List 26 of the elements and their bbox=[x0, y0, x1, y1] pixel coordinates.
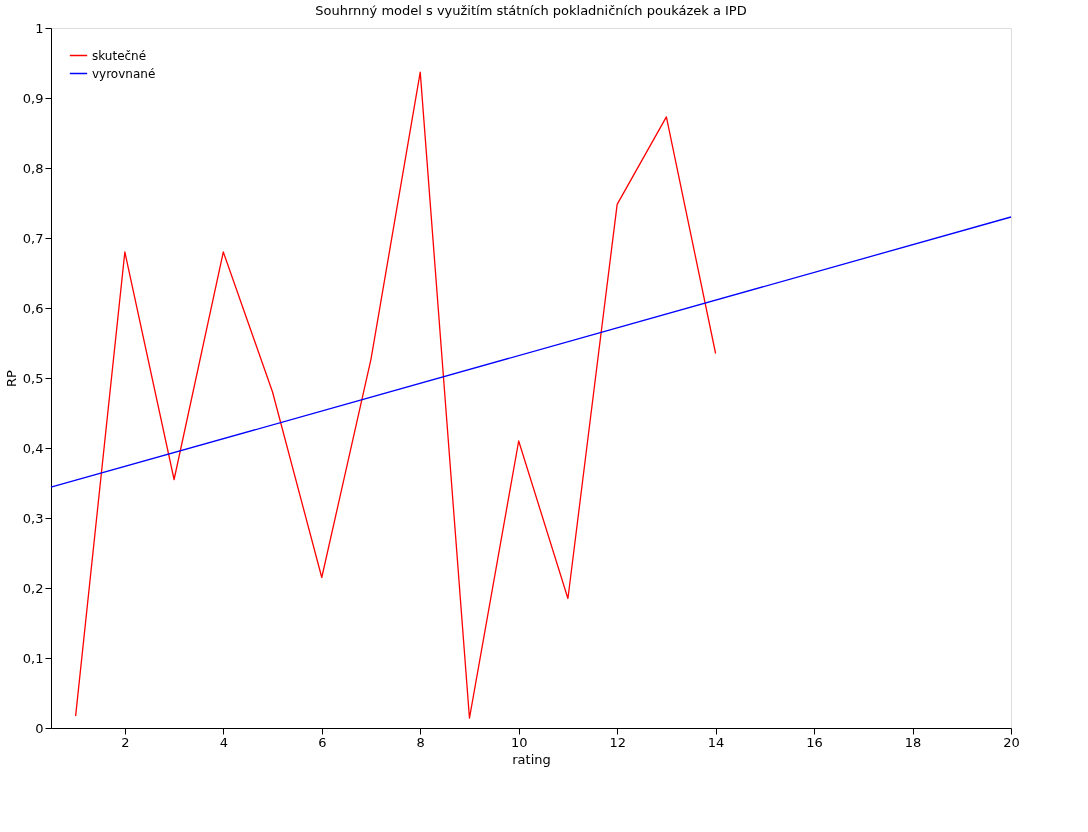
y-tick-label: 0,7 bbox=[22, 230, 44, 246]
y-tick-label: 1 bbox=[35, 20, 44, 36]
y-tick-label: 0,1 bbox=[22, 650, 44, 666]
legend-label: vyrovnané bbox=[92, 66, 156, 81]
y-tick-label: 0 bbox=[35, 720, 44, 736]
y-tick-label: 0,3 bbox=[22, 510, 44, 526]
x-tick-label: 6 bbox=[318, 734, 327, 750]
y-tick-label: 0,5 bbox=[22, 370, 44, 386]
legend-label: skutečné bbox=[92, 48, 147, 63]
y-tick-label: 0,2 bbox=[22, 580, 44, 596]
y-tick-label: 0,4 bbox=[22, 440, 44, 456]
y-tick-label: 0,9 bbox=[22, 90, 44, 106]
x-tick-label: 12 bbox=[609, 734, 626, 750]
chart-title: Souhrnný model s využitím státních pokladničních poukázek a IPD bbox=[315, 3, 747, 18]
x-tick-label: 8 bbox=[416, 734, 425, 750]
y-tick-label: 0,6 bbox=[22, 300, 44, 316]
x-tick-label: 14 bbox=[707, 734, 725, 750]
y-axis-title: RP bbox=[3, 369, 19, 387]
x-tick-label: 4 bbox=[219, 734, 228, 750]
x-tick-label: 10 bbox=[510, 734, 528, 750]
x-tick-label: 16 bbox=[806, 734, 823, 750]
x-tick-label: 2 bbox=[121, 734, 130, 750]
y-tick-label: 0,8 bbox=[22, 160, 44, 176]
x-axis-title: rating bbox=[512, 751, 551, 767]
x-tick-label: 20 bbox=[1003, 734, 1020, 750]
x-tick-label: 18 bbox=[904, 734, 922, 750]
